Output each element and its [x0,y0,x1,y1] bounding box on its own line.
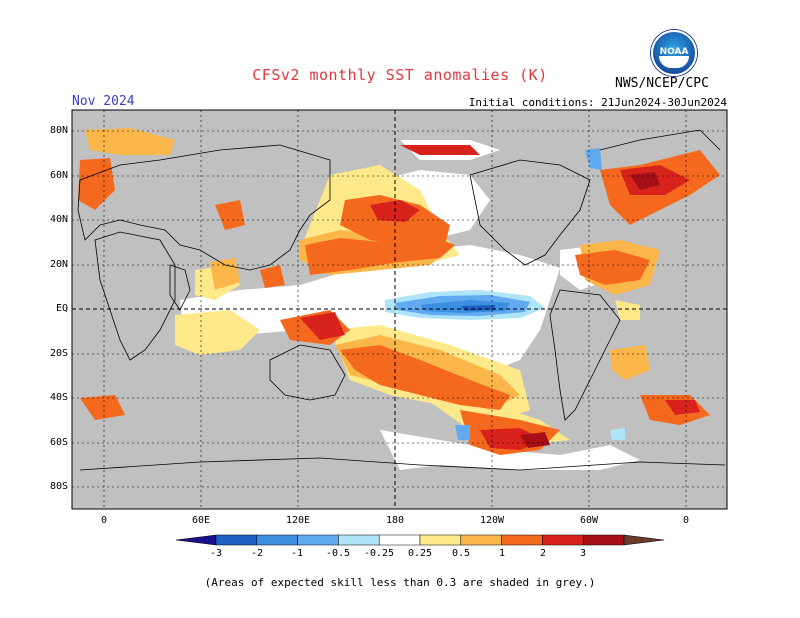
colorbar-segment [501,534,543,546]
colorbar-label: -0.5 [325,548,351,559]
lat-label: 40S [49,392,68,403]
lon-label: 120E [285,515,311,526]
lon-label: 60W [579,515,599,526]
initial-conditions: Initial conditions: 21Jun2024-30Jun2024 [468,96,727,109]
colorbar-segment [378,534,421,546]
colorbar-label: -0.25 [363,548,395,559]
colorbar-segment [338,534,380,546]
colorbar-label: -3 [209,548,223,559]
colorbar-segment [542,534,584,546]
cool-anomalies [385,148,625,440]
colorbar-label: 2 [539,548,547,559]
lon-label: 120W [479,515,505,526]
map-frame [71,109,728,510]
lon-label: 0 [682,515,690,526]
colorbar-label: -1 [290,548,304,559]
graticule [72,110,727,509]
colorbar-segment [582,534,625,546]
colorbar-label: 1 [498,548,506,559]
forecast-month: Nov 2024 [72,94,135,109]
agency-label: NWS/NCEP/CPC [615,76,709,91]
lat-label: 80S [49,481,68,492]
skill-note: (Areas of expected skill less than 0.3 a… [204,576,596,589]
colorbar-segment [460,534,502,546]
equator-dateline [72,110,727,509]
chart-title: CFSv2 monthly SST anomalies (K) [252,66,548,84]
colorbar-arrow-low [175,534,217,546]
logo: NOAA [651,30,697,76]
lat-label: 60N [49,170,68,181]
colorbar-label: -2 [250,548,264,559]
colorbar-segment [297,534,339,546]
lat-label: 60S [49,437,68,448]
colorbar-segment [419,534,462,546]
colorbar-label: 0.5 [451,548,471,559]
lat-label: EQ [55,303,68,314]
lon-label: 60E [191,515,211,526]
lat-label: 40N [49,214,68,225]
lat-label: 20S [49,348,68,359]
colorbar-segment [256,534,298,546]
anomaly-above-3 [520,172,660,448]
lon-label: 0 [100,515,108,526]
coastlines [77,129,726,471]
lon-label: 180 [385,515,405,526]
lat-label: 20N [49,259,68,270]
colorbar-label: 3 [579,548,587,559]
lat-label: 80N [49,125,68,136]
colorbar-label: 0.25 [407,548,433,559]
colorbar-segment [215,534,258,546]
colorbar [175,534,665,546]
colorbar-arrow-high [623,534,665,546]
